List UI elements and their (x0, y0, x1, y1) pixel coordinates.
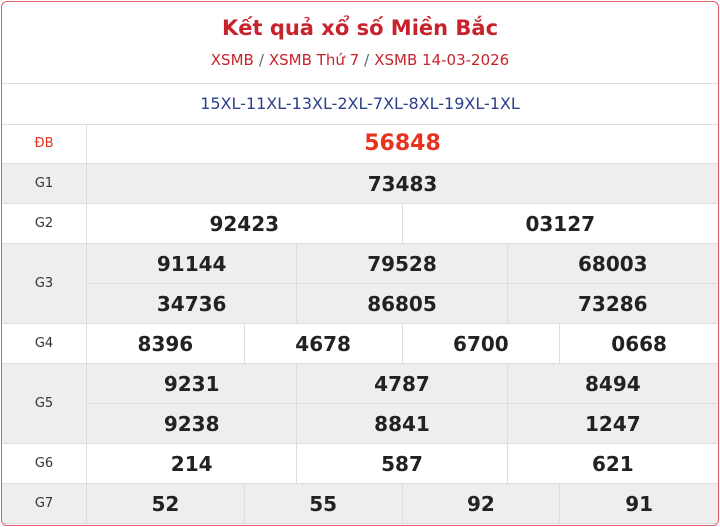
prize-number: 91 (560, 484, 718, 524)
prize-label: G1 (2, 164, 87, 204)
separator: / (364, 51, 370, 69)
link[interactable]: XSMB Thứ 7 (268, 51, 360, 69)
prize-number: 214 (87, 444, 298, 484)
prize-number: 73483 (87, 164, 718, 204)
prize-label: G7 (2, 484, 87, 524)
prize-number: 6700 (402, 324, 561, 364)
prize-number: 56848 (87, 124, 718, 164)
prize-number: 86805 (297, 284, 508, 324)
prize-number: 68003 (507, 244, 718, 284)
link[interactable]: XSMB (210, 51, 254, 69)
link[interactable]: XSMB 14-03-2026 (374, 51, 510, 69)
prize-number: 4787 (297, 364, 508, 404)
prize-number: 0668 (560, 324, 718, 364)
prize-number: 8841 (297, 404, 508, 444)
prize-number: 79528 (297, 244, 508, 284)
code: 15XL-11XL-13XL-2XL-7XL-8XL-19XL-1XL (2, 83, 718, 125)
prize-number: 8494 (507, 364, 718, 404)
prize-number: 52 (87, 484, 245, 524)
prize-number: 55 (244, 484, 403, 524)
prize-label: G6 (2, 444, 87, 484)
prize-label: G4 (2, 324, 87, 364)
prize-number: 8396 (87, 324, 245, 364)
prize-number: 9231 (87, 364, 298, 404)
prize-number: 03127 (402, 204, 718, 244)
prize-number: 621 (507, 444, 718, 484)
separator: / (258, 51, 264, 69)
prize-number: 92 (402, 484, 561, 524)
prize-number: 92423 (87, 204, 403, 244)
prize-number: 587 (297, 444, 508, 484)
prize-number: 4678 (244, 324, 403, 364)
prize-number: 91144 (87, 244, 298, 284)
prize-number: 34736 (87, 284, 298, 324)
prize-number: 73286 (507, 284, 718, 324)
prize-number: 9238 (87, 404, 298, 444)
prize-label: G2 (2, 204, 87, 244)
prize-number: 1247 (507, 404, 718, 444)
prize-label: G5 (2, 364, 87, 444)
title: Kết quả xổ số Miền Bắc (221, 16, 499, 40)
subtitle: XSMB / XSMB Thứ 7/XSMB 14-03-2026 (2, 51, 718, 69)
prize-label: G3 (2, 244, 87, 324)
prize-label: ĐB (2, 124, 87, 164)
